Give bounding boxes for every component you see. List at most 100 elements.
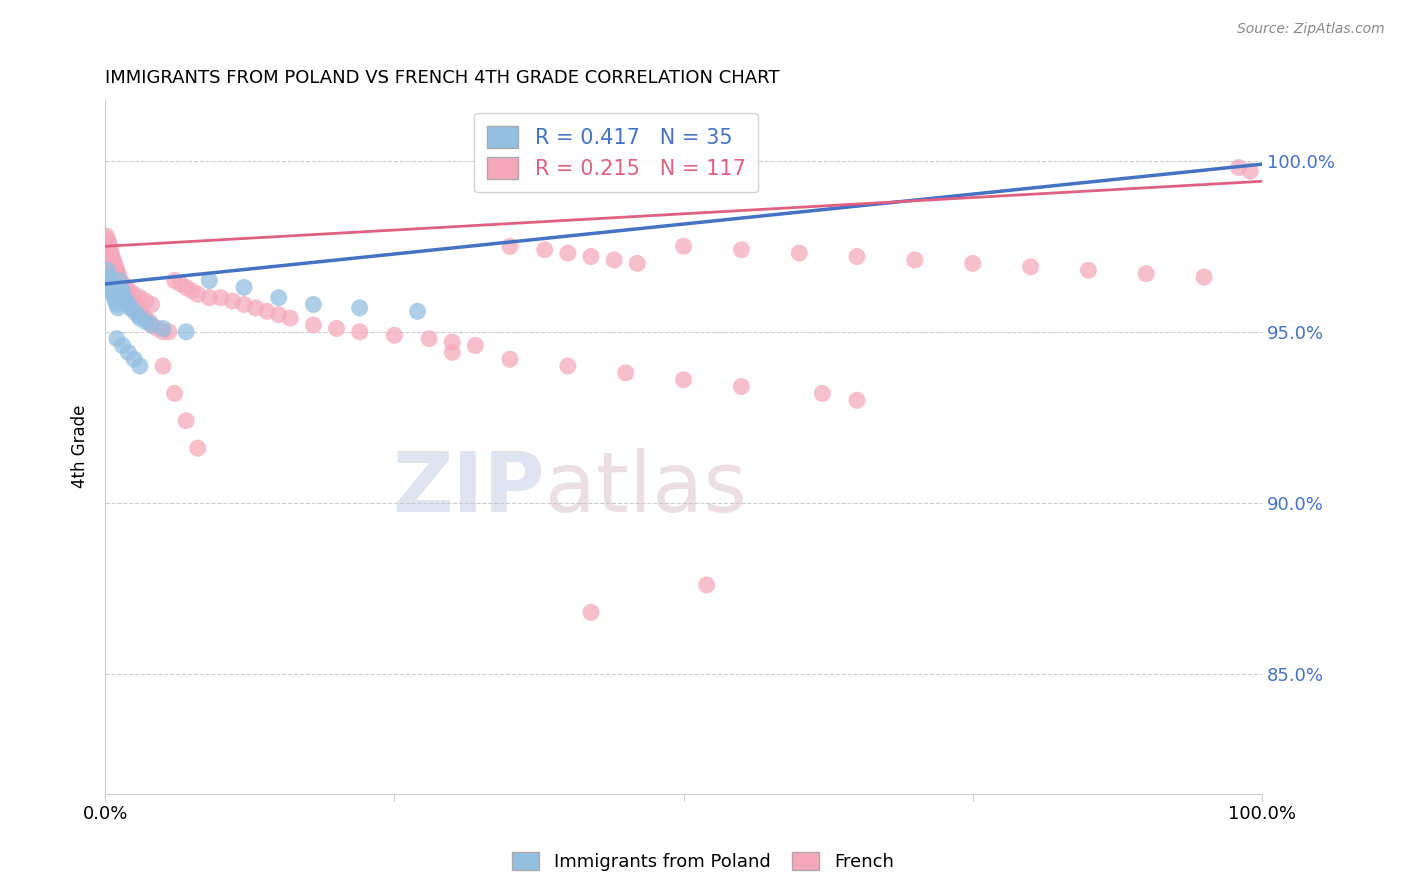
- Point: [117, 284, 139, 298]
- Point: [108, 270, 131, 285]
- Point: [105, 332, 128, 346]
- Point: [104, 263, 127, 277]
- Point: [187, 287, 209, 301]
- Legend: Immigrants from Poland, French: Immigrants from Poland, French: [505, 845, 901, 879]
- Point: [157, 325, 180, 339]
- Point: [579, 250, 602, 264]
- Point: [124, 301, 146, 315]
- Point: [96, 232, 118, 246]
- Point: [233, 280, 256, 294]
- Point: [267, 308, 290, 322]
- Text: IMMIGRANTS FROM POLAND VS FRENCH 4TH GRADE CORRELATION CHART: IMMIGRANTS FROM POLAND VS FRENCH 4TH GRA…: [105, 69, 780, 87]
- Point: [163, 273, 186, 287]
- Point: [1019, 260, 1042, 274]
- Point: [787, 246, 810, 260]
- Point: [557, 359, 579, 373]
- Point: [112, 291, 135, 305]
- Point: [115, 293, 138, 308]
- Point: [96, 235, 118, 250]
- Point: [256, 304, 278, 318]
- Point: [129, 291, 152, 305]
- Point: [100, 280, 122, 294]
- Point: [1135, 267, 1157, 281]
- Point: [135, 293, 157, 308]
- Point: [696, 578, 718, 592]
- Point: [96, 239, 118, 253]
- Point: [110, 280, 132, 294]
- Point: [174, 280, 197, 294]
- Point: [103, 252, 125, 267]
- Point: [103, 263, 125, 277]
- Point: [98, 252, 121, 267]
- Point: [181, 284, 204, 298]
- Legend: R = 0.417   N = 35, R = 0.215   N = 117: R = 0.417 N = 35, R = 0.215 N = 117: [474, 113, 758, 192]
- Point: [418, 332, 440, 346]
- Point: [103, 260, 125, 274]
- Point: [105, 267, 128, 281]
- Point: [499, 239, 522, 253]
- Point: [245, 301, 267, 315]
- Point: [163, 386, 186, 401]
- Point: [111, 277, 134, 291]
- Point: [152, 359, 174, 373]
- Point: [103, 256, 125, 270]
- Text: Source: ZipAtlas.com: Source: ZipAtlas.com: [1237, 22, 1385, 37]
- Point: [117, 345, 139, 359]
- Point: [325, 321, 347, 335]
- Point: [579, 605, 602, 619]
- Point: [122, 352, 145, 367]
- Point: [349, 325, 371, 339]
- Point: [103, 287, 125, 301]
- Point: [97, 250, 120, 264]
- Point: [1077, 263, 1099, 277]
- Point: [115, 287, 138, 301]
- Text: atlas: atlas: [544, 448, 747, 529]
- Point: [96, 263, 118, 277]
- Point: [108, 273, 131, 287]
- Point: [96, 246, 118, 260]
- Point: [107, 267, 129, 281]
- Point: [129, 304, 152, 318]
- Point: [672, 239, 695, 253]
- Point: [122, 297, 145, 311]
- Point: [115, 280, 138, 294]
- Point: [146, 321, 169, 335]
- Point: [221, 293, 243, 308]
- Point: [1239, 164, 1261, 178]
- Point: [120, 293, 142, 308]
- Point: [122, 287, 145, 301]
- Point: [103, 256, 125, 270]
- Point: [103, 291, 125, 305]
- Point: [110, 277, 132, 291]
- Point: [100, 246, 122, 260]
- Point: [97, 270, 120, 285]
- Point: [111, 338, 134, 352]
- Point: [152, 325, 174, 339]
- Point: [104, 260, 127, 274]
- Point: [101, 250, 124, 264]
- Point: [101, 252, 124, 267]
- Point: [97, 235, 120, 250]
- Point: [105, 297, 128, 311]
- Point: [100, 256, 122, 270]
- Point: [533, 243, 555, 257]
- Point: [672, 373, 695, 387]
- Point: [108, 273, 131, 287]
- Point: [105, 270, 128, 285]
- Point: [1227, 161, 1250, 175]
- Point: [97, 243, 120, 257]
- Point: [169, 277, 191, 291]
- Text: ZIP: ZIP: [392, 448, 544, 529]
- Point: [118, 291, 141, 305]
- Point: [135, 314, 157, 328]
- Point: [198, 273, 221, 287]
- Point: [121, 293, 143, 308]
- Point: [302, 318, 325, 332]
- Point: [141, 318, 163, 332]
- Point: [141, 297, 163, 311]
- Point: [198, 291, 221, 305]
- Point: [141, 318, 163, 332]
- Point: [103, 267, 125, 281]
- Point: [384, 328, 406, 343]
- Point: [115, 284, 138, 298]
